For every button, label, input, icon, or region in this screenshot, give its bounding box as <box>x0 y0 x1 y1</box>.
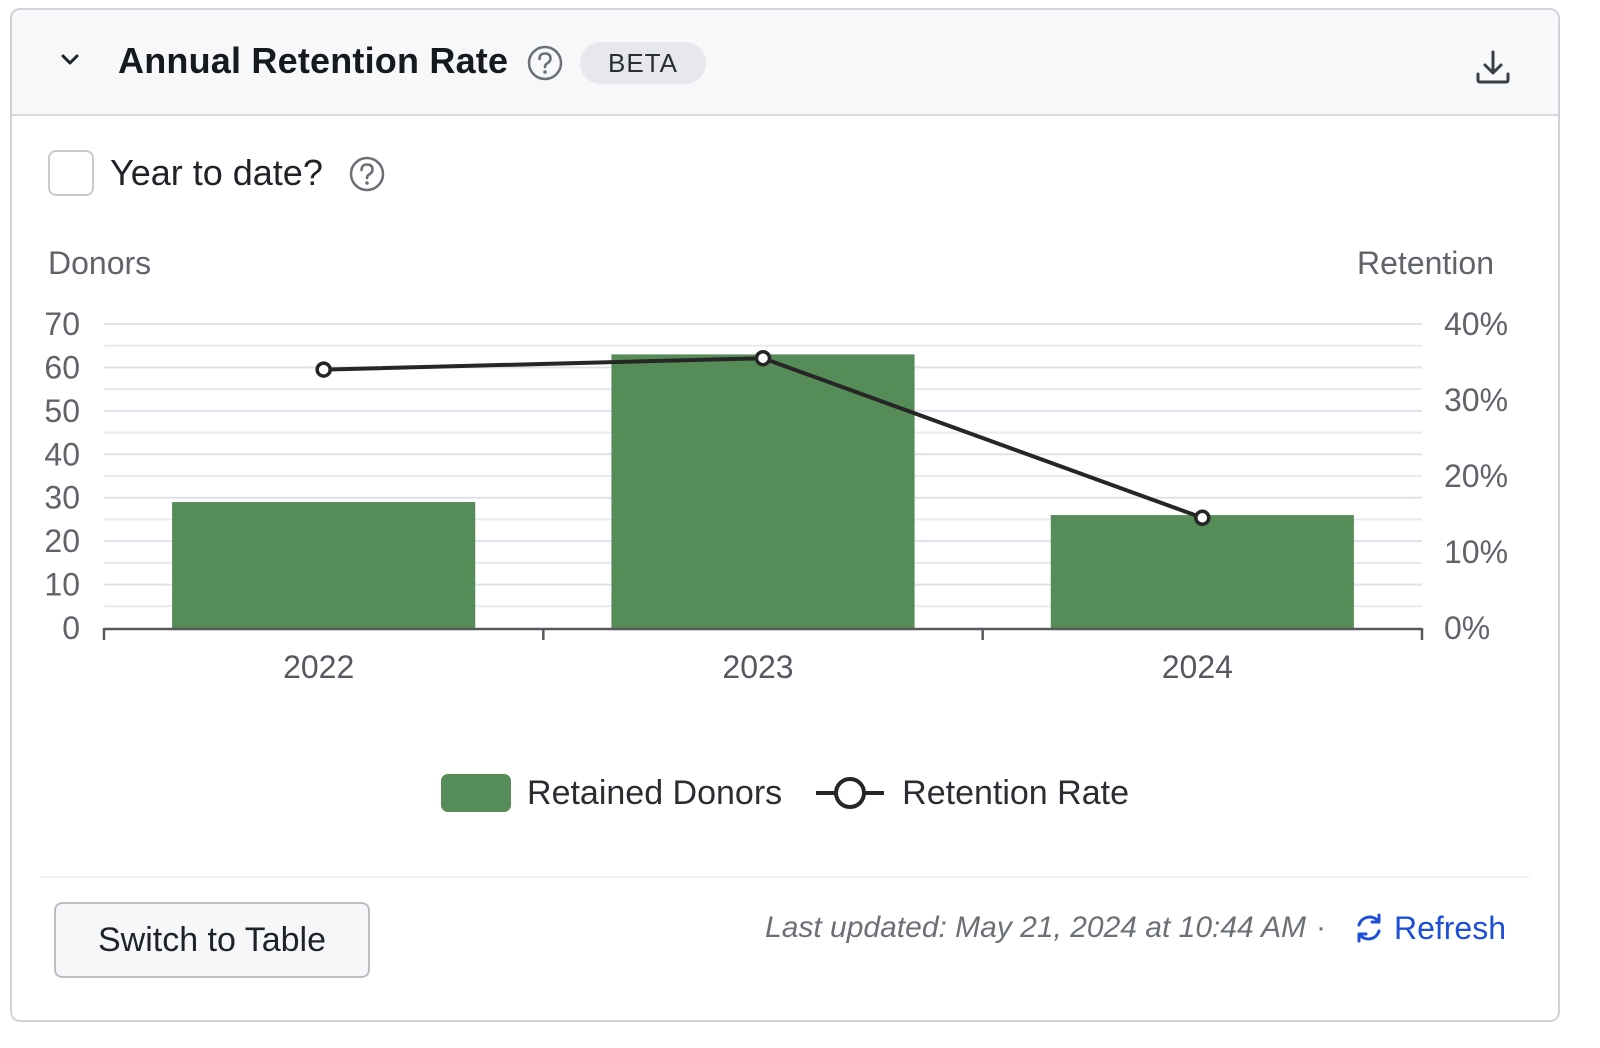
x-tick-label: 2022 <box>283 649 354 685</box>
y-tick-label: 10 <box>44 567 80 603</box>
line-point <box>315 361 332 378</box>
y-axis-title: Donors <box>48 245 151 281</box>
legend-label: Retention Rate <box>902 773 1129 812</box>
y-tick-label: 50 <box>44 393 80 429</box>
legend-swatch-line <box>816 777 885 809</box>
y2-tick-label: 30% <box>1444 382 1508 418</box>
y2-tick-label: 40% <box>1444 306 1508 342</box>
help-icon[interactable] <box>526 44 564 87</box>
y-tick-label: 70 <box>44 306 80 342</box>
y2-tick-label: 10% <box>1444 534 1508 570</box>
refresh-button[interactable]: Refresh <box>1352 910 1506 947</box>
help-icon[interactable] <box>348 155 386 198</box>
year-to-date-label: Year to date? <box>110 152 323 193</box>
legend-swatch-bar <box>441 774 512 812</box>
legend-item-retained-donors[interactable]: Retained Donors <box>441 774 782 813</box>
y-tick-label: 40 <box>44 436 80 472</box>
line-point <box>754 349 772 367</box>
footer-status: Last updated: May 21, 2024 at 10:44 AM ·… <box>765 906 1506 950</box>
x-tick-label: 2023 <box>722 649 793 685</box>
retention-card: Annual Retention Rate BETA Year to date? <box>10 8 1560 1022</box>
line-point <box>1194 509 1211 527</box>
last-updated-text: Last updated: May 21, 2024 at 10:44 AM <box>765 911 1306 944</box>
refresh-icon <box>1357 913 1381 943</box>
y2-axis-title: Retention <box>1357 245 1494 281</box>
bar <box>172 502 476 628</box>
download-icon[interactable] <box>1472 46 1514 93</box>
beta-badge: BETA <box>580 42 706 84</box>
y-tick-label: 20 <box>44 523 80 559</box>
chevron-down-icon[interactable] <box>56 46 84 74</box>
y2-tick-label: 20% <box>1444 458 1508 494</box>
card-title: Annual Retention Rate <box>118 40 509 81</box>
refresh-label: Refresh <box>1393 909 1506 946</box>
separator-dot: · <box>1315 911 1326 944</box>
chart-legend: Retained Donors Retention Rate <box>12 768 1558 818</box>
y2-tick-label: 0% <box>1444 610 1490 646</box>
card-header: Annual Retention Rate BETA <box>12 10 1558 116</box>
year-to-date-checkbox[interactable] <box>48 150 94 196</box>
switch-to-table-button[interactable]: Switch to Table <box>54 902 370 978</box>
legend-item-retention-rate[interactable]: Retention Rate <box>814 773 1129 813</box>
y-tick-label: 0 <box>62 610 80 646</box>
x-tick-label: 2024 <box>1162 649 1233 685</box>
y-tick-label: 60 <box>44 349 80 385</box>
footer-divider <box>40 876 1530 878</box>
retention-chart: Donors Retention 0 10 20 30 40 50 60 70 0% 10% 20% 30… <box>44 245 1508 685</box>
bar <box>611 354 915 628</box>
y-tick-label: 30 <box>44 480 80 516</box>
bar <box>1050 515 1354 628</box>
legend-label: Retained Donors <box>527 773 783 812</box>
